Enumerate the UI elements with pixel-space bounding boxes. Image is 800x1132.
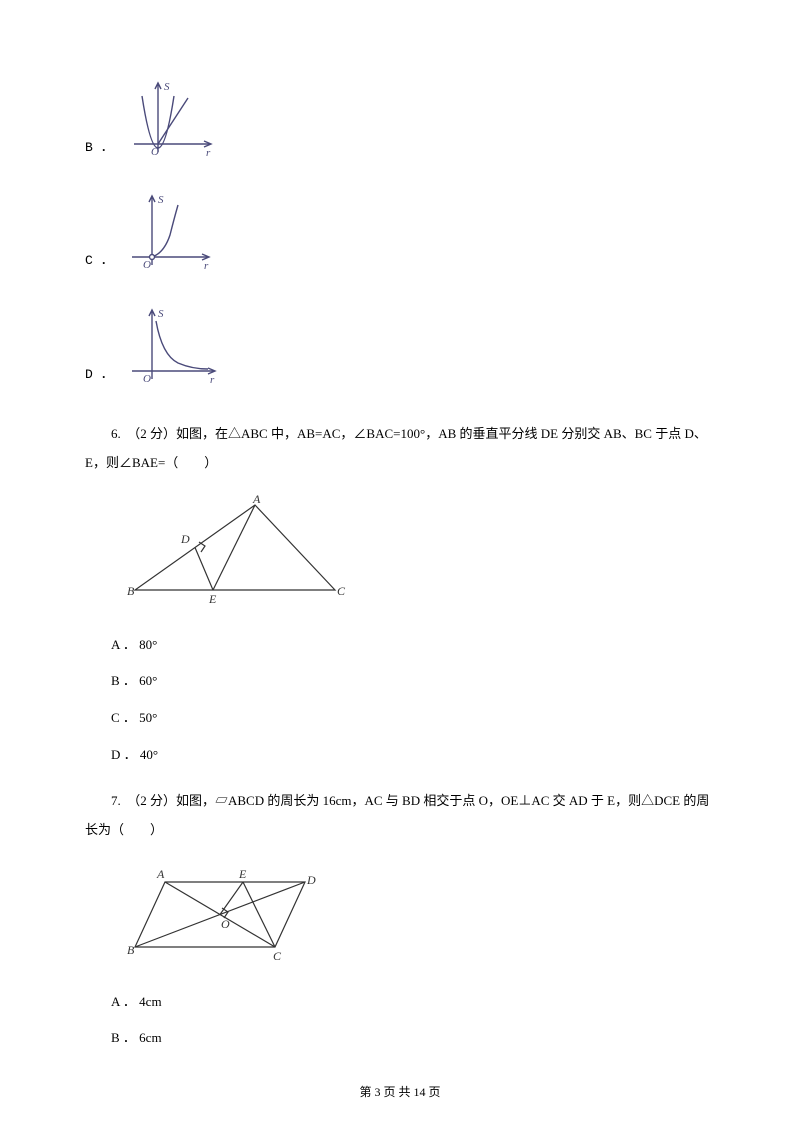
svg-text:S: S — [164, 81, 170, 93]
q6-option-c: C ． 50° — [111, 704, 715, 733]
question-7: 7. （2 分）如图，▱ABCD 的周长为 16cm，AC 与 BD 相交于点 … — [85, 787, 715, 844]
page-footer: 第 3 页 共 14 页 — [0, 1082, 800, 1104]
figure-q6: A B C D E — [125, 495, 715, 612]
svg-text:D: D — [180, 532, 190, 546]
question-6: 6. （2 分）如图，在△ABC 中，AB=AC，∠BAC=100°，AB 的垂… — [85, 420, 715, 477]
q6-option-a: A ． 80° — [111, 631, 715, 660]
svg-text:r: r — [204, 260, 209, 271]
svg-text:r: r — [206, 147, 211, 158]
svg-text:E: E — [238, 867, 247, 881]
option-5b: B ． S r O — [85, 80, 715, 165]
svg-text:S: S — [158, 308, 164, 320]
svg-text:O: O — [143, 373, 151, 385]
svg-text:D: D — [306, 873, 316, 887]
option-5d: D ． S r O — [85, 307, 715, 392]
svg-text:S: S — [158, 194, 164, 206]
option-label: D ． — [85, 363, 114, 392]
svg-text:E: E — [208, 592, 217, 605]
q7-option-b: B ． 6cm — [111, 1024, 715, 1053]
graph-5b: S r O — [122, 80, 218, 165]
svg-text:C: C — [273, 949, 282, 962]
q7-option-a: A ． 4cm — [111, 988, 715, 1017]
graph-5d: S r O — [122, 307, 222, 392]
figure-q7: A D C B E O — [125, 862, 715, 969]
graph-5c: S r O — [122, 193, 218, 278]
svg-text:B: B — [127, 943, 135, 957]
option-label: C ． — [85, 249, 114, 278]
svg-text:C: C — [337, 584, 346, 598]
svg-text:O: O — [151, 146, 159, 158]
svg-text:B: B — [127, 584, 135, 598]
svg-text:O: O — [221, 917, 230, 931]
svg-text:O: O — [143, 259, 151, 271]
option-label: B ． — [85, 136, 114, 165]
q6-option-b: B ． 60° — [111, 667, 715, 696]
svg-text:A: A — [252, 495, 261, 506]
option-5c: C ． S r O — [85, 193, 715, 278]
svg-text:A: A — [156, 867, 165, 881]
q6-option-d: D ． 40° — [111, 741, 715, 770]
svg-text:r: r — [210, 374, 215, 385]
